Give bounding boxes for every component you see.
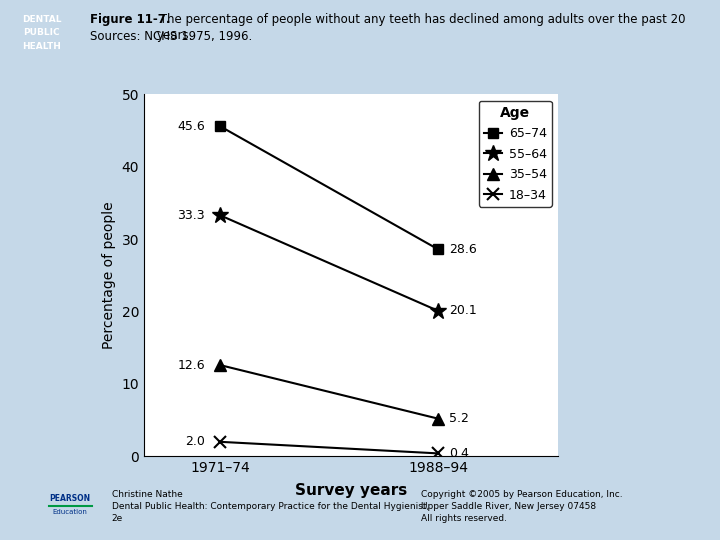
Text: Figure 11-7.: Figure 11-7. (90, 14, 171, 26)
Text: Upper Saddle River, New Jersey 07458: Upper Saddle River, New Jersey 07458 (421, 502, 596, 511)
Legend: 65–74, 55–64, 35–54, 18–34: 65–74, 55–64, 35–54, 18–34 (479, 101, 552, 207)
Text: The percentage of people without any teeth has declined among adults over the pa: The percentage of people without any tee… (156, 14, 685, 42)
Text: DENTAL: DENTAL (22, 15, 61, 24)
Text: 45.6: 45.6 (177, 120, 205, 133)
Text: PEARSON: PEARSON (50, 494, 91, 503)
X-axis label: Survey years: Survey years (295, 483, 407, 498)
Text: Dental Public Health: Contemporary Practice for the Dental Hygienist,: Dental Public Health: Contemporary Pract… (112, 502, 429, 511)
Text: Sources: NCHS 1975, 1996.: Sources: NCHS 1975, 1996. (90, 30, 252, 43)
Text: Christine Nathe: Christine Nathe (112, 490, 182, 500)
Text: 28.6: 28.6 (449, 243, 477, 256)
Text: PUBLIC: PUBLIC (23, 29, 60, 37)
Text: 20.1: 20.1 (449, 305, 477, 318)
Text: 0.4: 0.4 (449, 447, 469, 460)
Text: Education: Education (53, 509, 88, 515)
Y-axis label: Percentage of people: Percentage of people (102, 201, 116, 349)
Text: 5.2: 5.2 (449, 412, 469, 425)
Text: HEALTH: HEALTH (22, 42, 60, 51)
Text: 2e: 2e (112, 514, 123, 523)
Text: All rights reserved.: All rights reserved. (421, 514, 507, 523)
Text: 33.3: 33.3 (177, 209, 205, 222)
Text: Copyright ©2005 by Pearson Education, Inc.: Copyright ©2005 by Pearson Education, In… (421, 490, 623, 500)
Text: 2.0: 2.0 (185, 435, 205, 448)
Text: 12.6: 12.6 (177, 359, 205, 372)
